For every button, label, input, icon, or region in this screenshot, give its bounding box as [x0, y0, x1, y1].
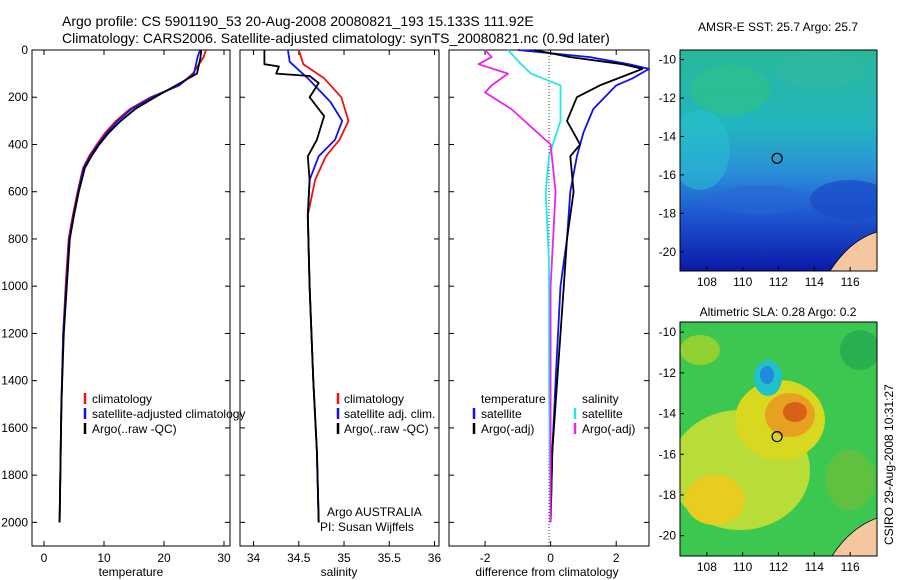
series-line-argo [58, 49, 203, 523]
legend-satellite: satellite-adjusted climatology [92, 407, 245, 421]
sla-map-title: Altimetric SLA: 0.28 Argo: 0.2 [700, 305, 857, 319]
x-tick-label: 108 [697, 275, 717, 289]
series-line-temperature-argo [534, 49, 644, 523]
y-tick-label: -12 [659, 91, 677, 105]
x-tick-label: -2 [480, 551, 491, 565]
legend-sal-argo: Argo(-adj) [582, 422, 635, 436]
y-tick-label: -10 [659, 325, 677, 339]
y-tick-label: -12 [659, 366, 677, 380]
y-tick-label: -10 [659, 53, 677, 67]
x-tick-label: 30 [217, 551, 231, 565]
legend-temperature-header: temperature [481, 392, 546, 406]
x-tick-label: 10 [97, 551, 111, 565]
x-tick-label: 0 [41, 551, 48, 565]
difference-xlabel: difference from climatology [475, 565, 618, 579]
series-line-satellite-adj-clim- [287, 49, 344, 523]
y-tick-label: -20 [659, 529, 677, 543]
legend-climatology: climatology [344, 392, 404, 406]
series-line-argo [263, 50, 326, 523]
x-tick-label: 116 [841, 275, 860, 289]
salinity-axes-box [239, 49, 440, 547]
y-tick-label: 200 [8, 90, 28, 104]
sla-heatmap [680, 322, 877, 556]
annotation-argo-australia: Argo AUSTRALIA [327, 505, 422, 519]
series-line-climatology [297, 49, 350, 523]
x-tick-label: 34.5 [287, 551, 311, 565]
salinity-legend: climatology satellite adj. clim. Argo(..… [336, 392, 435, 436]
x-tick-label: 112 [769, 275, 788, 289]
y-tick-label: -14 [659, 129, 677, 143]
legend-climatology: climatology [92, 392, 152, 406]
y-tick-label: 2000 [1, 515, 28, 529]
legend-satellite: satellite adj. clim. [344, 407, 435, 421]
x-tick-label: 116 [841, 560, 860, 574]
x-tick-label: 114 [805, 560, 824, 574]
x-tick-label: 112 [769, 560, 788, 574]
y-tick-label: 1200 [1, 326, 28, 340]
y-tick-label: 600 [8, 185, 28, 199]
series-line-satellite-adjusted-climatology [58, 49, 201, 523]
y-tick-label: -18 [659, 206, 677, 220]
legend-argo: Argo(..raw -QC) [344, 422, 429, 436]
y-tick-label: -14 [659, 407, 677, 421]
y-tick-label: 1400 [1, 374, 28, 388]
x-tick-label: 108 [697, 560, 717, 574]
sst-map-panel: AMSR-E SST: 25.7 Argo: 25.7 108 110 112 114… [659, 20, 878, 289]
legend-sal-satellite: satellite [582, 407, 623, 421]
temperature-xlabel: temperature [99, 565, 164, 579]
x-tick-label: 20 [157, 551, 171, 565]
x-tick-label: 0 [547, 551, 554, 565]
csiro-timestamp: CSIRO 29-Aug-2008 10:31:27 [882, 384, 896, 545]
sla-map-panel: Altimetric SLA: 0.28 Argo: 0.2 108 110 112… [659, 305, 878, 574]
x-tick-label: 36 [428, 551, 442, 565]
sst-map-title: AMSR-E SST: 25.7 Argo: 25.7 [698, 20, 858, 34]
series-line-salinity-satellite [507, 49, 562, 523]
x-tick-label: 35 [337, 551, 351, 565]
y-tick-label: -20 [659, 245, 677, 259]
legend-temp-argo: Argo(-adj) [481, 422, 534, 436]
y-tick-label: 1000 [1, 279, 28, 293]
legend-temp-satellite: satellite [481, 407, 522, 421]
title-line-2: Climatology: CARS2006. Satellite-adjuste… [62, 30, 610, 46]
y-tick-label: 800 [8, 232, 28, 246]
salinity-panel: 34 34.5 35 35.5 36 salinity climatology sate… [239, 49, 442, 579]
temperature-axes-box [31, 49, 231, 547]
argo-position-marker [771, 431, 783, 443]
argo-position-marker [771, 152, 783, 164]
x-tick-label: 110 [733, 560, 752, 574]
legend-salinity-header: salinity [582, 392, 619, 406]
series-line-salinity-argo [477, 49, 557, 523]
annotation-pi: PI: Susan Wijffels [320, 520, 414, 534]
x-tick-label: 2 [613, 551, 620, 565]
y-tick-label: -18 [659, 488, 677, 502]
y-tick-label: 0 [21, 43, 28, 57]
sst-heatmap [680, 50, 877, 271]
difference-panel: -2 0 2 difference from climatology tempera… [448, 49, 650, 579]
difference-legend: temperature satellite Argo(-adj) salinit… [472, 392, 635, 436]
series-line-temperature-satellite [517, 49, 650, 523]
temperature-panel: 0 10 20 30 0 200 400 600 800 1000 1200 1400 1600 1800… [1, 43, 245, 579]
y-tick-label: 400 [8, 137, 28, 151]
legend-argo: Argo(..raw -QC) [92, 422, 177, 436]
salinity-xlabel: salinity [321, 565, 358, 579]
y-tick-label: 1600 [1, 421, 28, 435]
y-tick-label: -16 [659, 447, 677, 461]
temperature-legend: climatology satellite-adjusted climatolo… [83, 392, 245, 436]
x-tick-label: 35.5 [378, 551, 402, 565]
x-tick-label: 110 [733, 275, 752, 289]
y-tick-label: 1800 [1, 468, 28, 482]
title-line-1: Argo profile: CS 5901190_53 20-Aug-2008 … [62, 13, 534, 29]
y-tick-label: -16 [659, 168, 677, 182]
x-tick-label: 114 [805, 275, 824, 289]
series-line-climatology [58, 49, 207, 523]
x-tick-label: 34 [247, 551, 261, 565]
